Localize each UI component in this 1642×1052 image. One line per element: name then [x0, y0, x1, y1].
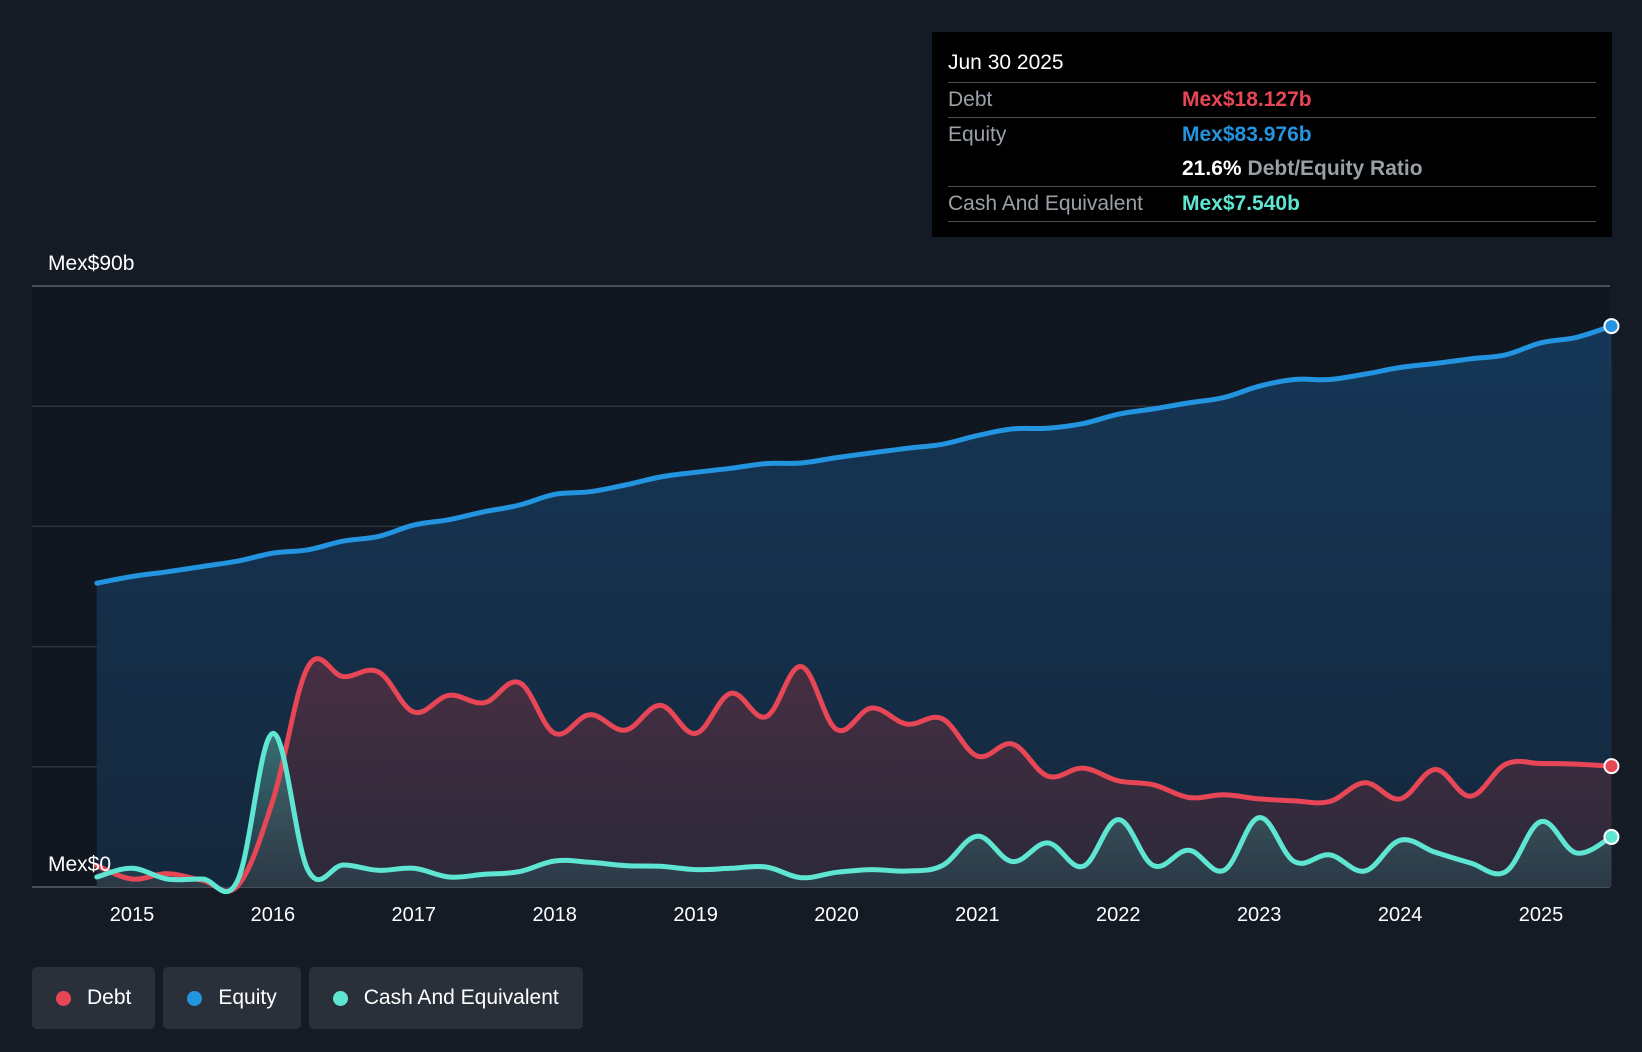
- x-tick-label: 2021: [955, 904, 1000, 926]
- legend-dot-debt: [56, 990, 71, 1006]
- x-tick-label: 2023: [1237, 904, 1282, 926]
- tooltip-cash-label: Cash And Equivalent: [948, 192, 1143, 215]
- tooltip-ratio-label: Debt/Equity Ratio: [1247, 157, 1423, 180]
- equity-line: [94, 323, 1614, 586]
- legend-item-cash[interactable]: Cash And Equivalent: [308, 967, 583, 1029]
- tooltip-date: Jun 30 2025: [948, 48, 1596, 83]
- tooltip-debt-label: Debt: [948, 88, 993, 111]
- y-axis-top-label: Mex$90b: [48, 252, 134, 275]
- legend-item-debt[interactable]: Debt: [32, 967, 156, 1029]
- legend-dot-cash: [332, 990, 348, 1006]
- x-tick-label: 2016: [251, 904, 296, 926]
- x-tick-label: 2022: [1096, 904, 1141, 926]
- x-tick-label: 2015: [110, 904, 155, 926]
- y-axis-bottom-label: Mex$0: [48, 853, 111, 876]
- chart-legend: Debt Equity Cash And Equivalent: [32, 967, 583, 1029]
- tooltip-equity-value: Mex$83.976b: [1182, 123, 1312, 146]
- x-tick-label: 2025: [1519, 904, 1564, 926]
- debt-end-marker: [1603, 758, 1620, 775]
- tooltip-cash-row: Cash And Equivalent Mex$7.540b: [948, 187, 1596, 222]
- tooltip-debt-row: Debt Mex$18.127b: [948, 83, 1596, 118]
- legend-dot-equity: [187, 990, 203, 1006]
- cash-area: [96, 733, 1612, 892]
- x-tick-label: 2024: [1378, 904, 1423, 926]
- x-tick-label: 2019: [673, 904, 718, 926]
- cash-line: [94, 730, 1614, 895]
- tooltip-equity-label: Equity: [948, 123, 1007, 146]
- legend-item-equity[interactable]: Equity: [163, 967, 301, 1029]
- tooltip-ratio-row: 21.6% Debt/Equity Ratio: [948, 152, 1596, 187]
- tooltip-panel: Jun 30 2025 Debt Mex$18.127b Equity Mex$…: [932, 32, 1612, 237]
- equity-end-marker: [1603, 318, 1620, 335]
- legend-label-cash: Cash And Equivalent: [363, 986, 559, 1009]
- debt-line: [94, 656, 1614, 894]
- legend-label-debt: Debt: [87, 986, 132, 1009]
- x-tick-label: 2017: [392, 904, 437, 926]
- tooltip-ratio-spacer: [948, 152, 1182, 186]
- cash-end-marker: [1603, 828, 1620, 845]
- tooltip-debt-value: Mex$18.127b: [1182, 88, 1312, 111]
- legend-label-equity: Equity: [218, 986, 277, 1009]
- tooltip-cash-value: Mex$7.540b: [1182, 192, 1300, 215]
- tooltip-equity-row: Equity Mex$83.976b: [948, 118, 1596, 152]
- tooltip-ratio-value: 21.6%: [1182, 157, 1242, 180]
- x-tick-label: 2018: [532, 904, 577, 926]
- debt-area: [96, 658, 1612, 892]
- x-tick-label: 2020: [814, 904, 859, 926]
